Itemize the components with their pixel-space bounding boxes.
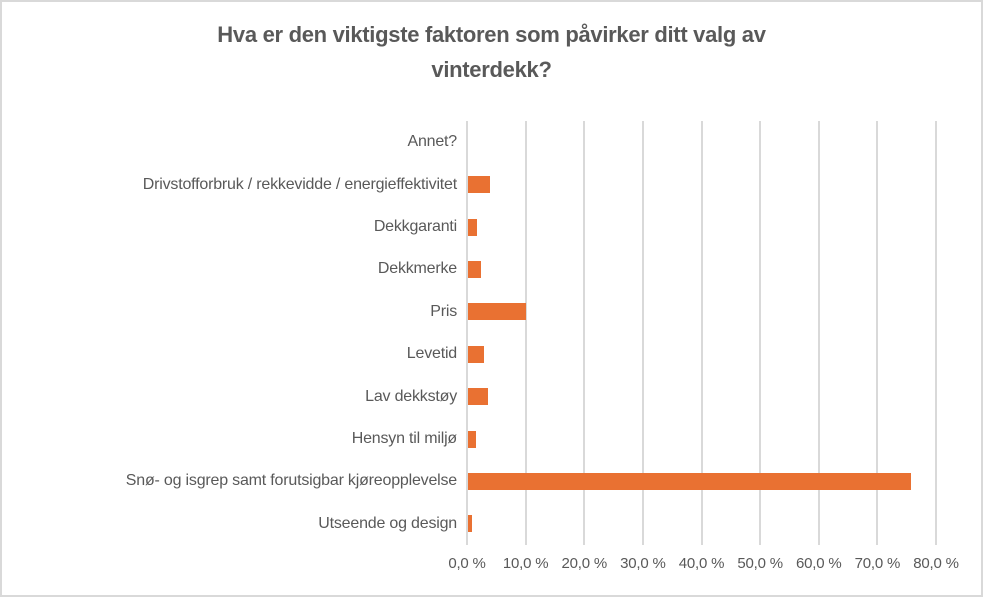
- bar: [468, 430, 477, 448]
- category-label: Annet?: [407, 133, 457, 151]
- x-tick-label: 30,0 %: [620, 555, 666, 572]
- bar: [468, 218, 478, 236]
- x-tick-label: 50,0 %: [737, 555, 783, 572]
- bar: [468, 388, 488, 406]
- gridline: [700, 121, 703, 545]
- chart-title: Hva er den viktigste faktoren som påvirk…: [217, 22, 766, 82]
- category-label: Dekkgaranti: [373, 217, 457, 235]
- bar: [468, 176, 491, 194]
- gridline: [817, 121, 820, 545]
- category-label: Hensyn til miljø: [351, 429, 457, 447]
- category-label: Drivstofforbruk / rekkevidde / energieff…: [142, 175, 457, 193]
- gridline: [466, 121, 468, 545]
- x-tick-label: 0,0 %: [448, 555, 486, 572]
- gridline: [935, 121, 937, 545]
- category-label: Snø- og isgrep samt forutsigbar kjøreopp…: [125, 472, 457, 490]
- bar: [468, 472, 911, 490]
- gridline: [759, 121, 762, 545]
- x-tick-label: 20,0 %: [561, 555, 608, 572]
- gridline: [876, 121, 879, 545]
- gridline: [641, 121, 644, 545]
- gridline: [583, 121, 586, 545]
- plot-area: [466, 121, 937, 545]
- category-axis: Annet? Drivstofforbruk / rekkevidde / ene…: [2, 121, 457, 545]
- category-label: Lav dekkstøy: [365, 387, 457, 405]
- bar: [468, 345, 484, 363]
- x-tick-label: 60,0 %: [796, 555, 842, 572]
- category-label: Pris: [430, 302, 457, 320]
- x-tick-label: 70,0 %: [854, 555, 901, 572]
- x-tick-label: 40,0 %: [678, 555, 725, 572]
- bar: [468, 260, 482, 278]
- gridline: [524, 121, 527, 545]
- bar: [468, 515, 473, 533]
- x-tick-label: 80,0 %: [913, 555, 959, 572]
- category-label: Utseende og design: [318, 514, 457, 532]
- category-label: Levetid: [406, 345, 457, 363]
- x-tick-label: 10,0 %: [502, 555, 549, 572]
- category-label: Dekkmerke: [377, 260, 457, 278]
- bar: [468, 303, 527, 321]
- x-axis: 0,0 % 10,0 % 20,0 % 30,0 % 40,0 % 50,0 % 60,0 …: [448, 555, 959, 579]
